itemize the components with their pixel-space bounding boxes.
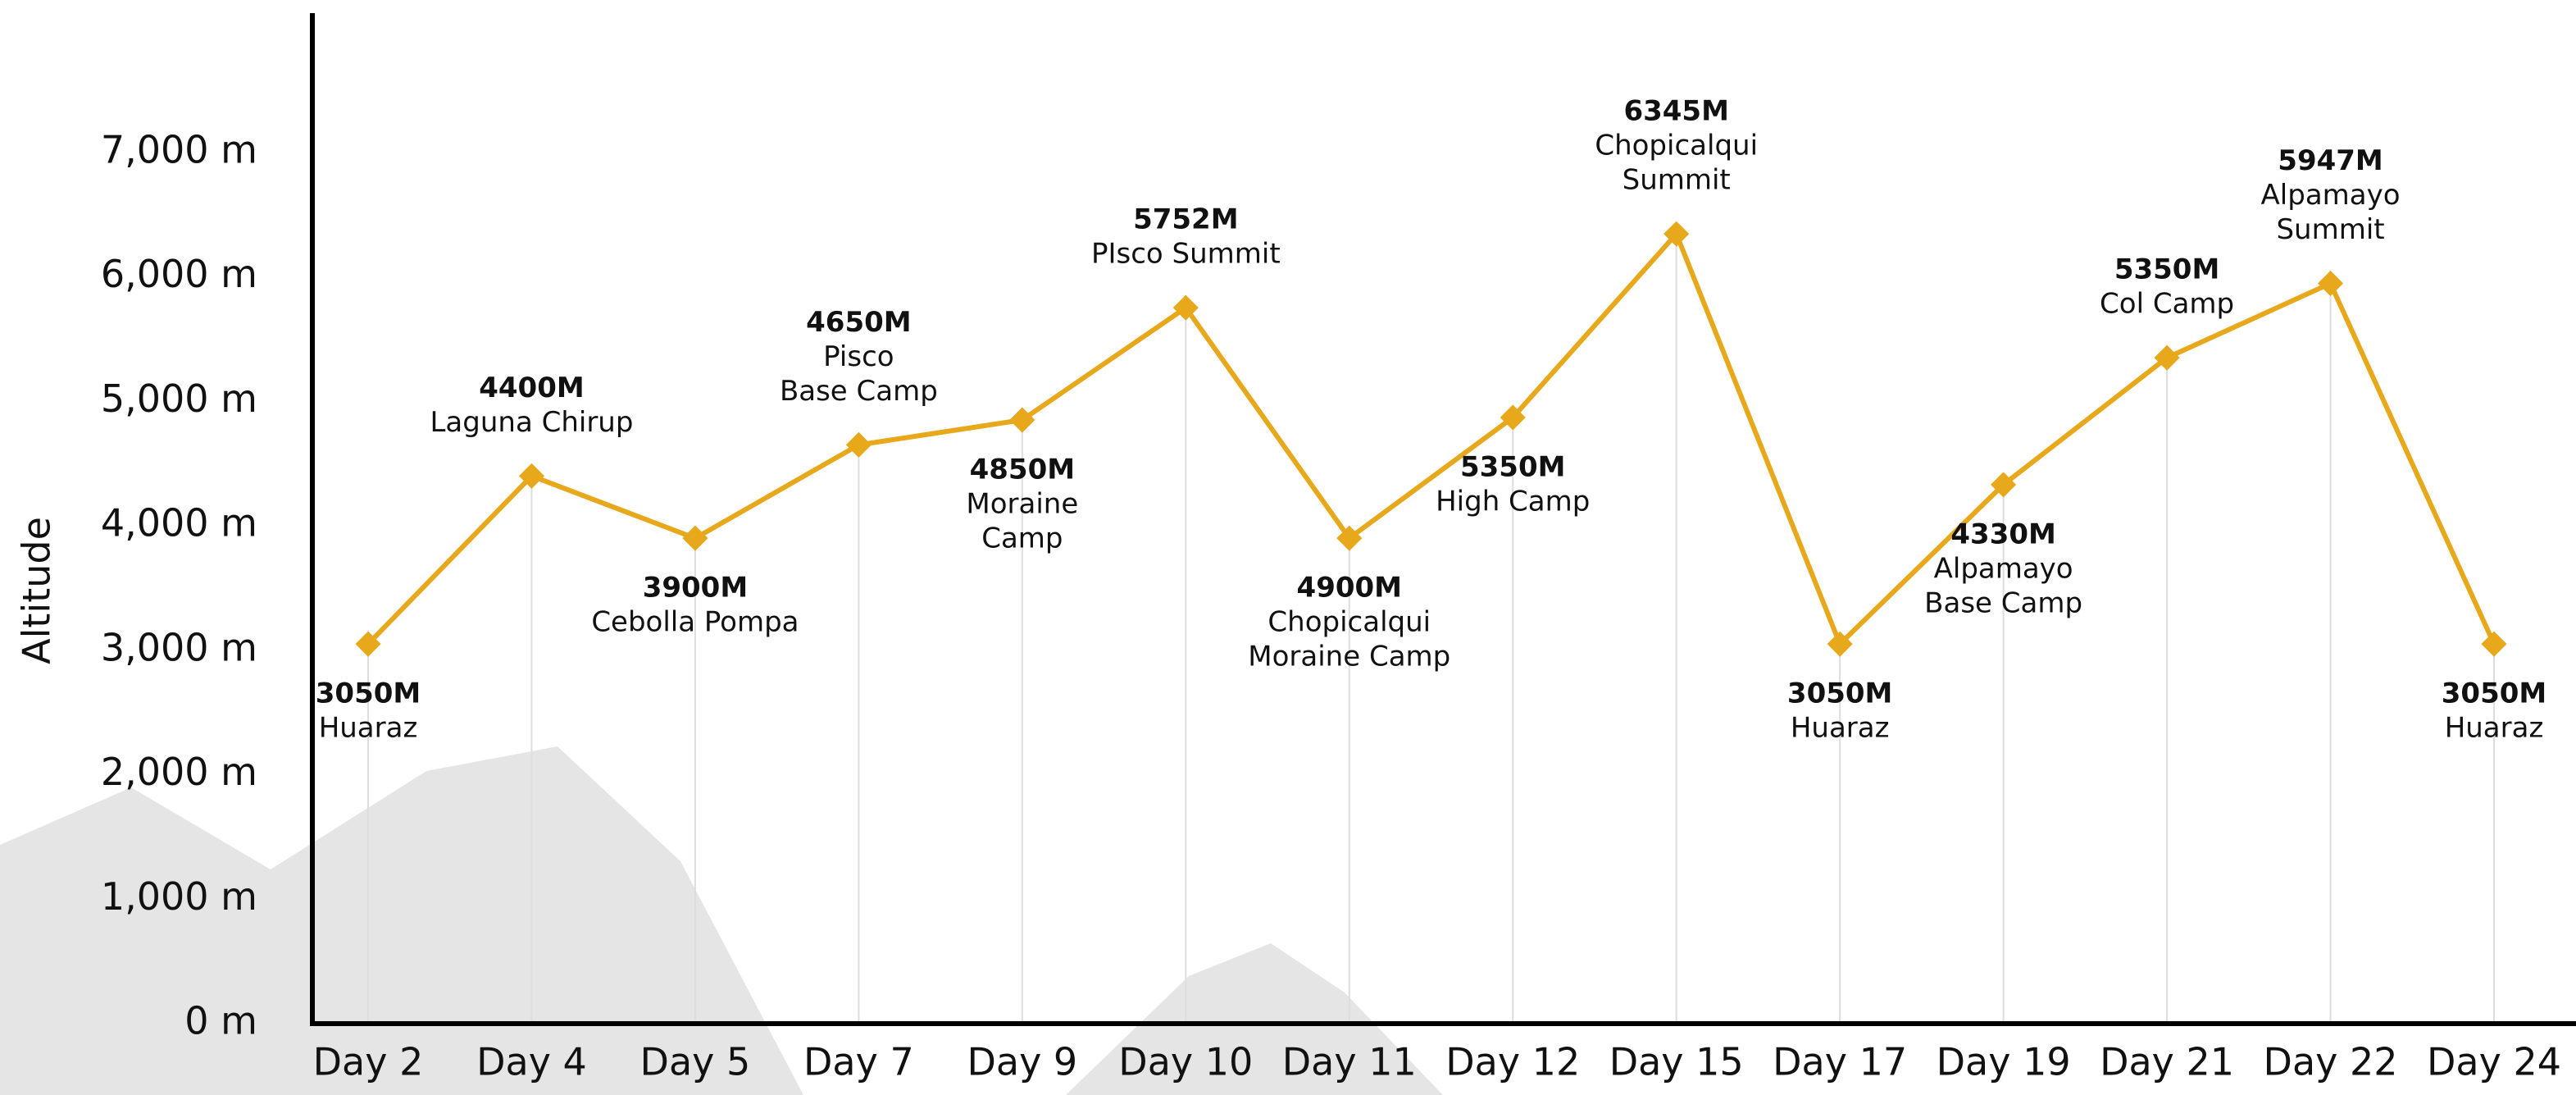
x-tick-label: Day 12 xyxy=(1445,1040,1580,1084)
y-tick-label: 2,000 m xyxy=(101,750,257,794)
y-tick-label: 3,000 m xyxy=(101,625,257,669)
y-tick-label: 7,000 m xyxy=(101,127,257,171)
x-tick-label: Day 19 xyxy=(1937,1040,2071,1084)
x-tick-label: Day 9 xyxy=(967,1040,1077,1084)
annotation-value: 3050M xyxy=(1787,678,1892,710)
y-tick-label: 1,000 m xyxy=(101,874,257,919)
annotation-value: 5947M xyxy=(2278,144,2383,177)
annotation-text: Alpamayo xyxy=(2261,179,2401,212)
marker xyxy=(2318,271,2343,296)
annotation-text: Huaraz xyxy=(1791,712,1890,745)
annotation-text: Moraine Camp xyxy=(1248,641,1450,673)
annotation-text: Camp xyxy=(981,522,1063,555)
marker xyxy=(2481,632,2506,657)
x-tick-label: Day 11 xyxy=(1282,1040,1417,1084)
annotation-value: 3050M xyxy=(2442,678,2546,710)
annotation-value: 4400M xyxy=(479,372,584,404)
y-tick-label: 0 m xyxy=(184,999,257,1043)
annotation-value: 6345M xyxy=(1623,95,1728,128)
annotation-text: Col Camp xyxy=(2100,288,2234,321)
y-axis-label: Altitude xyxy=(15,517,59,664)
annotation-value: 5350M xyxy=(2114,253,2219,286)
annotation-text: PIsco Summit xyxy=(1091,238,1281,271)
annotation-value: 4900M xyxy=(1297,572,1402,605)
x-tick-label: Day 17 xyxy=(1773,1040,1907,1084)
x-tick-label: Day 15 xyxy=(1609,1040,1744,1084)
x-tick-label: Day 24 xyxy=(2427,1040,2561,1084)
annotation-value: 3900M xyxy=(643,572,748,605)
marker xyxy=(682,526,708,551)
annotation-text: Chopicalqui xyxy=(1595,130,1758,162)
y-tick-label: 5,000 m xyxy=(101,376,257,421)
x-tick-label: Day 10 xyxy=(1118,1040,1253,1084)
annotation-value: 3050M xyxy=(316,678,421,710)
annotation-text: Moraine xyxy=(966,488,1078,521)
annotation-value: 5752M xyxy=(1133,203,1238,236)
annotation-value: 4850M xyxy=(970,454,1075,486)
chart: Altitude 0 m 1,000 m 2,000 m 3,000 m 4,000 m… xyxy=(0,0,2576,1095)
annotation-text: High Camp xyxy=(1436,485,1590,518)
annotation-text: Base Camp xyxy=(780,375,938,408)
y-tick-label: 6,000 m xyxy=(101,252,257,296)
y-tick-label: 4,000 m xyxy=(101,501,257,545)
x-tick-label: Day 21 xyxy=(2100,1040,2234,1084)
x-tick-label: Day 4 xyxy=(476,1040,587,1084)
annotation-text: Base Camp xyxy=(1924,586,2082,619)
x-tick-label: Day 7 xyxy=(803,1040,914,1084)
annotation-value: 5350M xyxy=(1460,450,1565,483)
x-tick-label: Day 22 xyxy=(2264,1040,2398,1084)
annotation-text: Laguna Chirup xyxy=(430,406,633,439)
annotation-text: Huaraz xyxy=(319,712,418,745)
x-tick-label: Day 5 xyxy=(640,1040,751,1084)
annotation-value: 4650M xyxy=(806,306,911,339)
annotation-text: Alpamayo xyxy=(1934,552,2073,585)
annotation-text: Pisco xyxy=(823,340,894,373)
marker xyxy=(846,432,872,458)
annotation-text: Summit xyxy=(1623,164,1731,197)
annotation-text: Huaraz xyxy=(2445,712,2544,745)
annotation-text: Chopicalqui xyxy=(1268,606,1431,639)
annotation-value: 4330M xyxy=(1950,518,2055,550)
annotation-text: Summit xyxy=(2276,213,2384,246)
x-tick-label: Day 2 xyxy=(313,1040,424,1084)
annotation-text: Cebolla Pompa xyxy=(591,606,799,639)
